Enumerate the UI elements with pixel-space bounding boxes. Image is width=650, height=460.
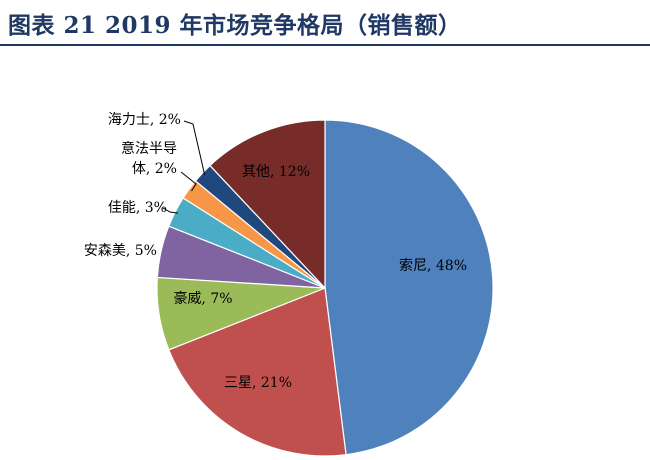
slice-label-1: 三星, 21%: [224, 375, 292, 391]
figure-title: 图表 21 2019 年市场竞争格局（销售额）: [8, 12, 462, 39]
pie-slice-7: [209, 119, 326, 290]
slice-label-6: 海力士, 2%: [108, 112, 181, 128]
title-underline: [0, 44, 650, 46]
leader-line-5: [180, 171, 197, 192]
slice-label-4: 佳能, 3%: [108, 200, 167, 216]
slice-label-3: 安森美, 5%: [84, 243, 157, 259]
slice-label-0: 索尼, 48%: [399, 257, 467, 274]
leader-line-6: [183, 120, 206, 176]
leader-line-4: [162, 207, 179, 214]
slice-label-2: 豪威, 7%: [173, 291, 232, 307]
slice-label-7: 其他, 12%: [242, 164, 310, 180]
slice-label-5: 意法半导体, 2%: [121, 140, 177, 177]
pie-slice-0: [324, 119, 494, 456]
pie-slice-1: [168, 287, 347, 457]
